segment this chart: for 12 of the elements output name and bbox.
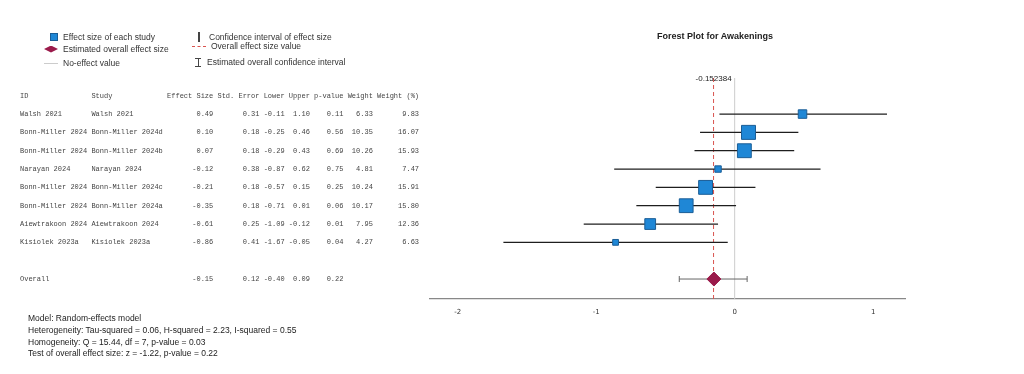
legend-label: Effect size of each study [63,32,155,42]
legend-label: Estimated overall effect size [63,44,169,54]
chart-title: Forest Plot for Awakenings [656,31,774,41]
text: Homogeneity: Q = 15.44, df = 7, p-value = 0.03 [28,336,206,347]
text: Model: Random-effects model [28,313,142,323]
text: Estimated overall confidence interval [207,57,346,67]
text: Heterogeneity: Tau-squared = 0.06, H-squared = 2.23, I-squared = 0.55 [28,324,297,335]
text: Confidence interval of effect size [209,32,332,42]
annotation: -0.152384 [695,74,733,84]
text: Test of overall effect size: z = -1.22, p-value = 0.22 [28,348,218,359]
legend-label: No-effect value [63,58,121,68]
legend-label: Overall effect size value [211,41,302,51]
